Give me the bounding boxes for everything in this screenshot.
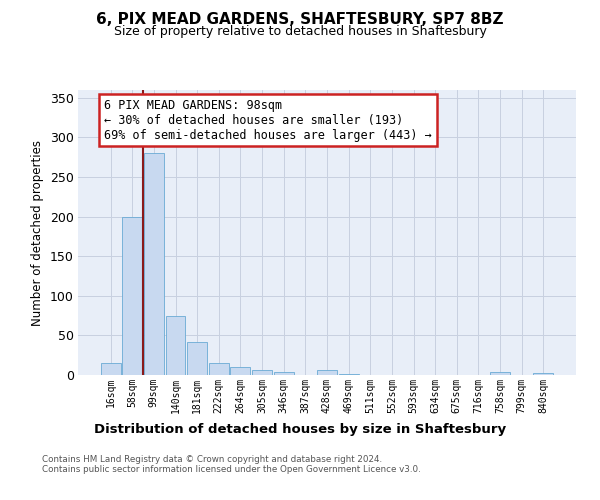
Bar bbox=[317, 370, 337, 375]
Text: 6 PIX MEAD GARDENS: 98sqm
← 30% of detached houses are smaller (193)
69% of semi: 6 PIX MEAD GARDENS: 98sqm ← 30% of detac… bbox=[104, 98, 432, 142]
Bar bbox=[490, 372, 510, 375]
Text: 6, PIX MEAD GARDENS, SHAFTESBURY, SP7 8BZ: 6, PIX MEAD GARDENS, SHAFTESBURY, SP7 8B… bbox=[96, 12, 504, 28]
Text: Size of property relative to detached houses in Shaftesbury: Size of property relative to detached ho… bbox=[113, 25, 487, 38]
Bar bbox=[187, 342, 207, 375]
Bar bbox=[166, 316, 185, 375]
Bar bbox=[209, 363, 229, 375]
Bar bbox=[252, 370, 272, 375]
Bar bbox=[230, 367, 250, 375]
Text: Contains public sector information licensed under the Open Government Licence v3: Contains public sector information licen… bbox=[42, 466, 421, 474]
Text: Contains HM Land Registry data © Crown copyright and database right 2024.: Contains HM Land Registry data © Crown c… bbox=[42, 456, 382, 464]
Bar bbox=[101, 363, 121, 375]
Text: Distribution of detached houses by size in Shaftesbury: Distribution of detached houses by size … bbox=[94, 422, 506, 436]
Y-axis label: Number of detached properties: Number of detached properties bbox=[31, 140, 44, 326]
Bar bbox=[144, 154, 164, 375]
Bar bbox=[122, 216, 142, 375]
Bar bbox=[533, 374, 553, 375]
Bar bbox=[274, 372, 293, 375]
Bar bbox=[338, 374, 359, 375]
